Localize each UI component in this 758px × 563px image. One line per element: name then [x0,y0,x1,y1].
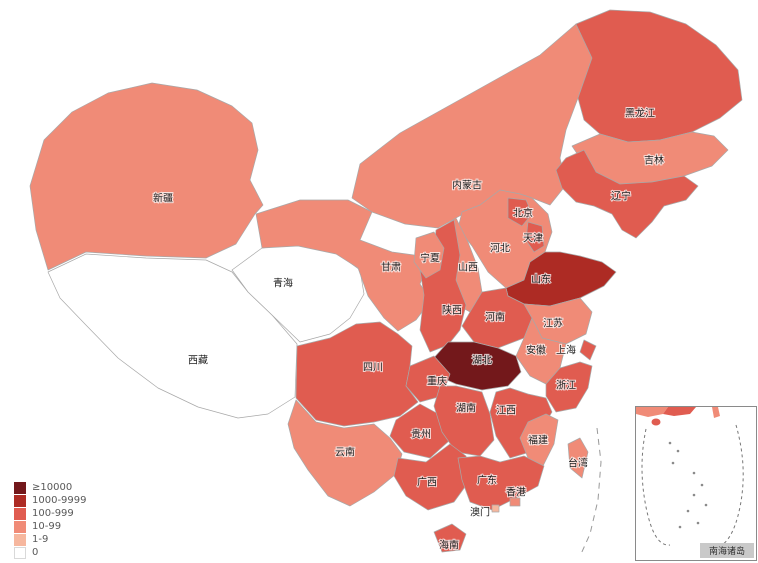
legend-item-ge10000[interactable]: ≥10000 [14,481,87,494]
inset-label: 南海诸岛 [709,545,745,557]
inset-islands [668,441,708,529]
nine-dash-line [580,427,602,555]
province-hunan[interactable] [433,385,495,457]
province-beijing[interactable] [507,197,533,227]
inset-taiwan [712,407,720,418]
province-guizhou[interactable] [389,403,451,459]
legend-swatch [14,546,26,559]
province-hainan[interactable] [433,523,467,553]
inset-hainan [651,418,661,426]
legend-item-1000-9999[interactable]: 1000-9999 [14,494,87,507]
legend-label: 100-999 [32,507,74,519]
province-xizang[interactable] [47,253,298,419]
inset-mainland-east [663,407,696,416]
province-shanghai[interactable] [579,339,597,361]
province-taiwan[interactable] [567,437,589,479]
legend-swatch [14,481,26,494]
inset-mainland-west [636,407,668,417]
legend-swatch [14,494,26,507]
legend-swatch [14,520,26,533]
province-yunnan[interactable] [287,399,403,507]
inset-canvas: 南海诸岛 [636,407,754,558]
inset-dash-line-west [641,428,671,546]
province-ningxia[interactable] [413,231,445,279]
legend-item-0[interactable]: 0 [14,546,87,559]
legend-label: 1-9 [32,533,49,545]
legend-item-10-99[interactable]: 10-99 [14,520,87,533]
inset-dash-line-east [711,424,744,550]
legend-label: 10-99 [32,520,62,532]
province-zhejiang[interactable] [545,361,593,413]
province-neimenggu[interactable] [351,23,593,229]
province-fujian[interactable] [519,413,559,469]
province-xinjiang[interactable] [29,82,264,271]
legend-label: ≥10000 [32,481,73,493]
map-legend: ≥10000 1000-9999 100-999 10-99 1-9 0 [14,481,87,559]
province-guangxi[interactable] [393,443,471,511]
inset-label-box [700,543,754,558]
province-guangdong[interactable] [457,455,545,511]
legend-label: 1000-9999 [32,494,87,506]
legend-item-100-999[interactable]: 100-999 [14,507,87,520]
province-aomen[interactable] [491,504,500,513]
legend-swatch [14,533,26,546]
province-liaoning[interactable] [555,149,699,239]
south-china-sea-inset: 南海诸岛 [635,406,757,561]
province-heilongjiang[interactable] [575,9,743,143]
province-tianjin[interactable] [525,221,545,253]
legend-item-1-9[interactable]: 1-9 [14,533,87,546]
province-xianggang[interactable] [509,497,521,507]
legend-label: 0 [32,546,39,558]
province-hubei[interactable] [431,341,522,391]
legend-swatch [14,507,26,520]
